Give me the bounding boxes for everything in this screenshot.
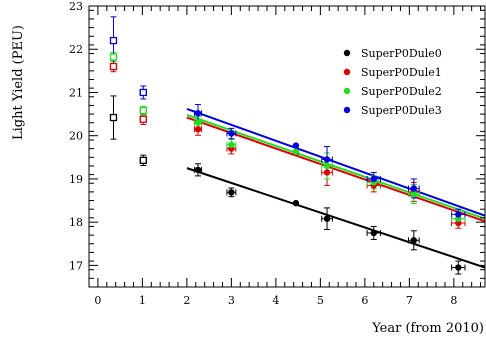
y-axis-title: Light Yield (PEU) xyxy=(11,25,26,140)
data-point xyxy=(370,175,377,183)
data-point xyxy=(292,199,300,207)
data-point xyxy=(455,264,462,271)
x-tick-label: 6 xyxy=(361,294,368,307)
legend-marker xyxy=(343,49,351,57)
legend-label: SuperP0Dule1 xyxy=(361,66,442,79)
data-point xyxy=(228,141,235,148)
data-point xyxy=(194,110,202,117)
open-data-point xyxy=(139,106,147,115)
x-tick-label: 8 xyxy=(450,294,457,307)
open-data-point xyxy=(109,53,118,61)
open-data-point xyxy=(139,88,147,97)
x-tick-label: 7 xyxy=(406,294,413,307)
plot-frame xyxy=(88,5,486,288)
y-tick-label: 22 xyxy=(69,43,83,56)
y-tick-label: 17 xyxy=(69,259,83,272)
data-point xyxy=(292,142,300,149)
data-point xyxy=(194,126,202,133)
legend-label: SuperP0Dule2 xyxy=(361,85,442,98)
open-data-point xyxy=(139,156,147,164)
x-tick-label: 1 xyxy=(139,294,146,307)
x-tick-label: 3 xyxy=(228,294,235,307)
x-tick-label: 5 xyxy=(317,294,324,307)
open-data-point xyxy=(109,62,118,71)
data-point xyxy=(228,189,235,196)
y-tick-label: 18 xyxy=(69,216,83,229)
legend-label: SuperP0Dule0 xyxy=(361,47,442,60)
data-point xyxy=(323,156,331,163)
legend-marker xyxy=(343,68,351,76)
data-point xyxy=(323,169,331,176)
legend-marker xyxy=(343,87,351,95)
data-markers xyxy=(109,36,462,271)
data-point xyxy=(323,215,331,222)
legend: SuperP0Dule0 SuperP0Dule1 SuperP0Dule2 Supe… xyxy=(343,47,442,117)
y-tick-label: 19 xyxy=(69,173,83,186)
data-point xyxy=(410,185,418,192)
data-point xyxy=(455,211,462,218)
x-axis-title: Year (from 2010) xyxy=(371,321,484,336)
data-point xyxy=(410,190,418,198)
fit-line-superp0dule0 xyxy=(186,167,486,269)
x-tick-label: 4 xyxy=(272,294,279,307)
fit-lines xyxy=(186,107,486,269)
open-data-point xyxy=(139,115,147,123)
x-tick-label: 0 xyxy=(94,294,101,307)
legend-marker xyxy=(343,106,351,114)
data-point xyxy=(323,162,331,170)
open-data-point xyxy=(109,36,118,45)
data-point xyxy=(292,148,300,155)
data-point xyxy=(194,166,202,174)
y-tick-label: 21 xyxy=(69,86,83,99)
fit-line-superp0dule3 xyxy=(186,107,486,217)
data-point xyxy=(228,130,235,137)
y-tick-label: 23 xyxy=(69,0,83,13)
data-point xyxy=(370,229,377,237)
data-point xyxy=(194,119,202,126)
fit-line-superp0dule1 xyxy=(186,116,486,223)
fit-line-superp0dule2 xyxy=(186,113,486,220)
axis-ticks xyxy=(88,5,485,288)
open-data-point xyxy=(109,113,118,122)
x-tick-label: 2 xyxy=(183,294,190,307)
y-tick-label: 20 xyxy=(69,130,83,143)
data-point xyxy=(410,237,418,244)
legend-label: SuperP0Dule3 xyxy=(361,104,442,117)
plot-area-border xyxy=(88,5,486,288)
